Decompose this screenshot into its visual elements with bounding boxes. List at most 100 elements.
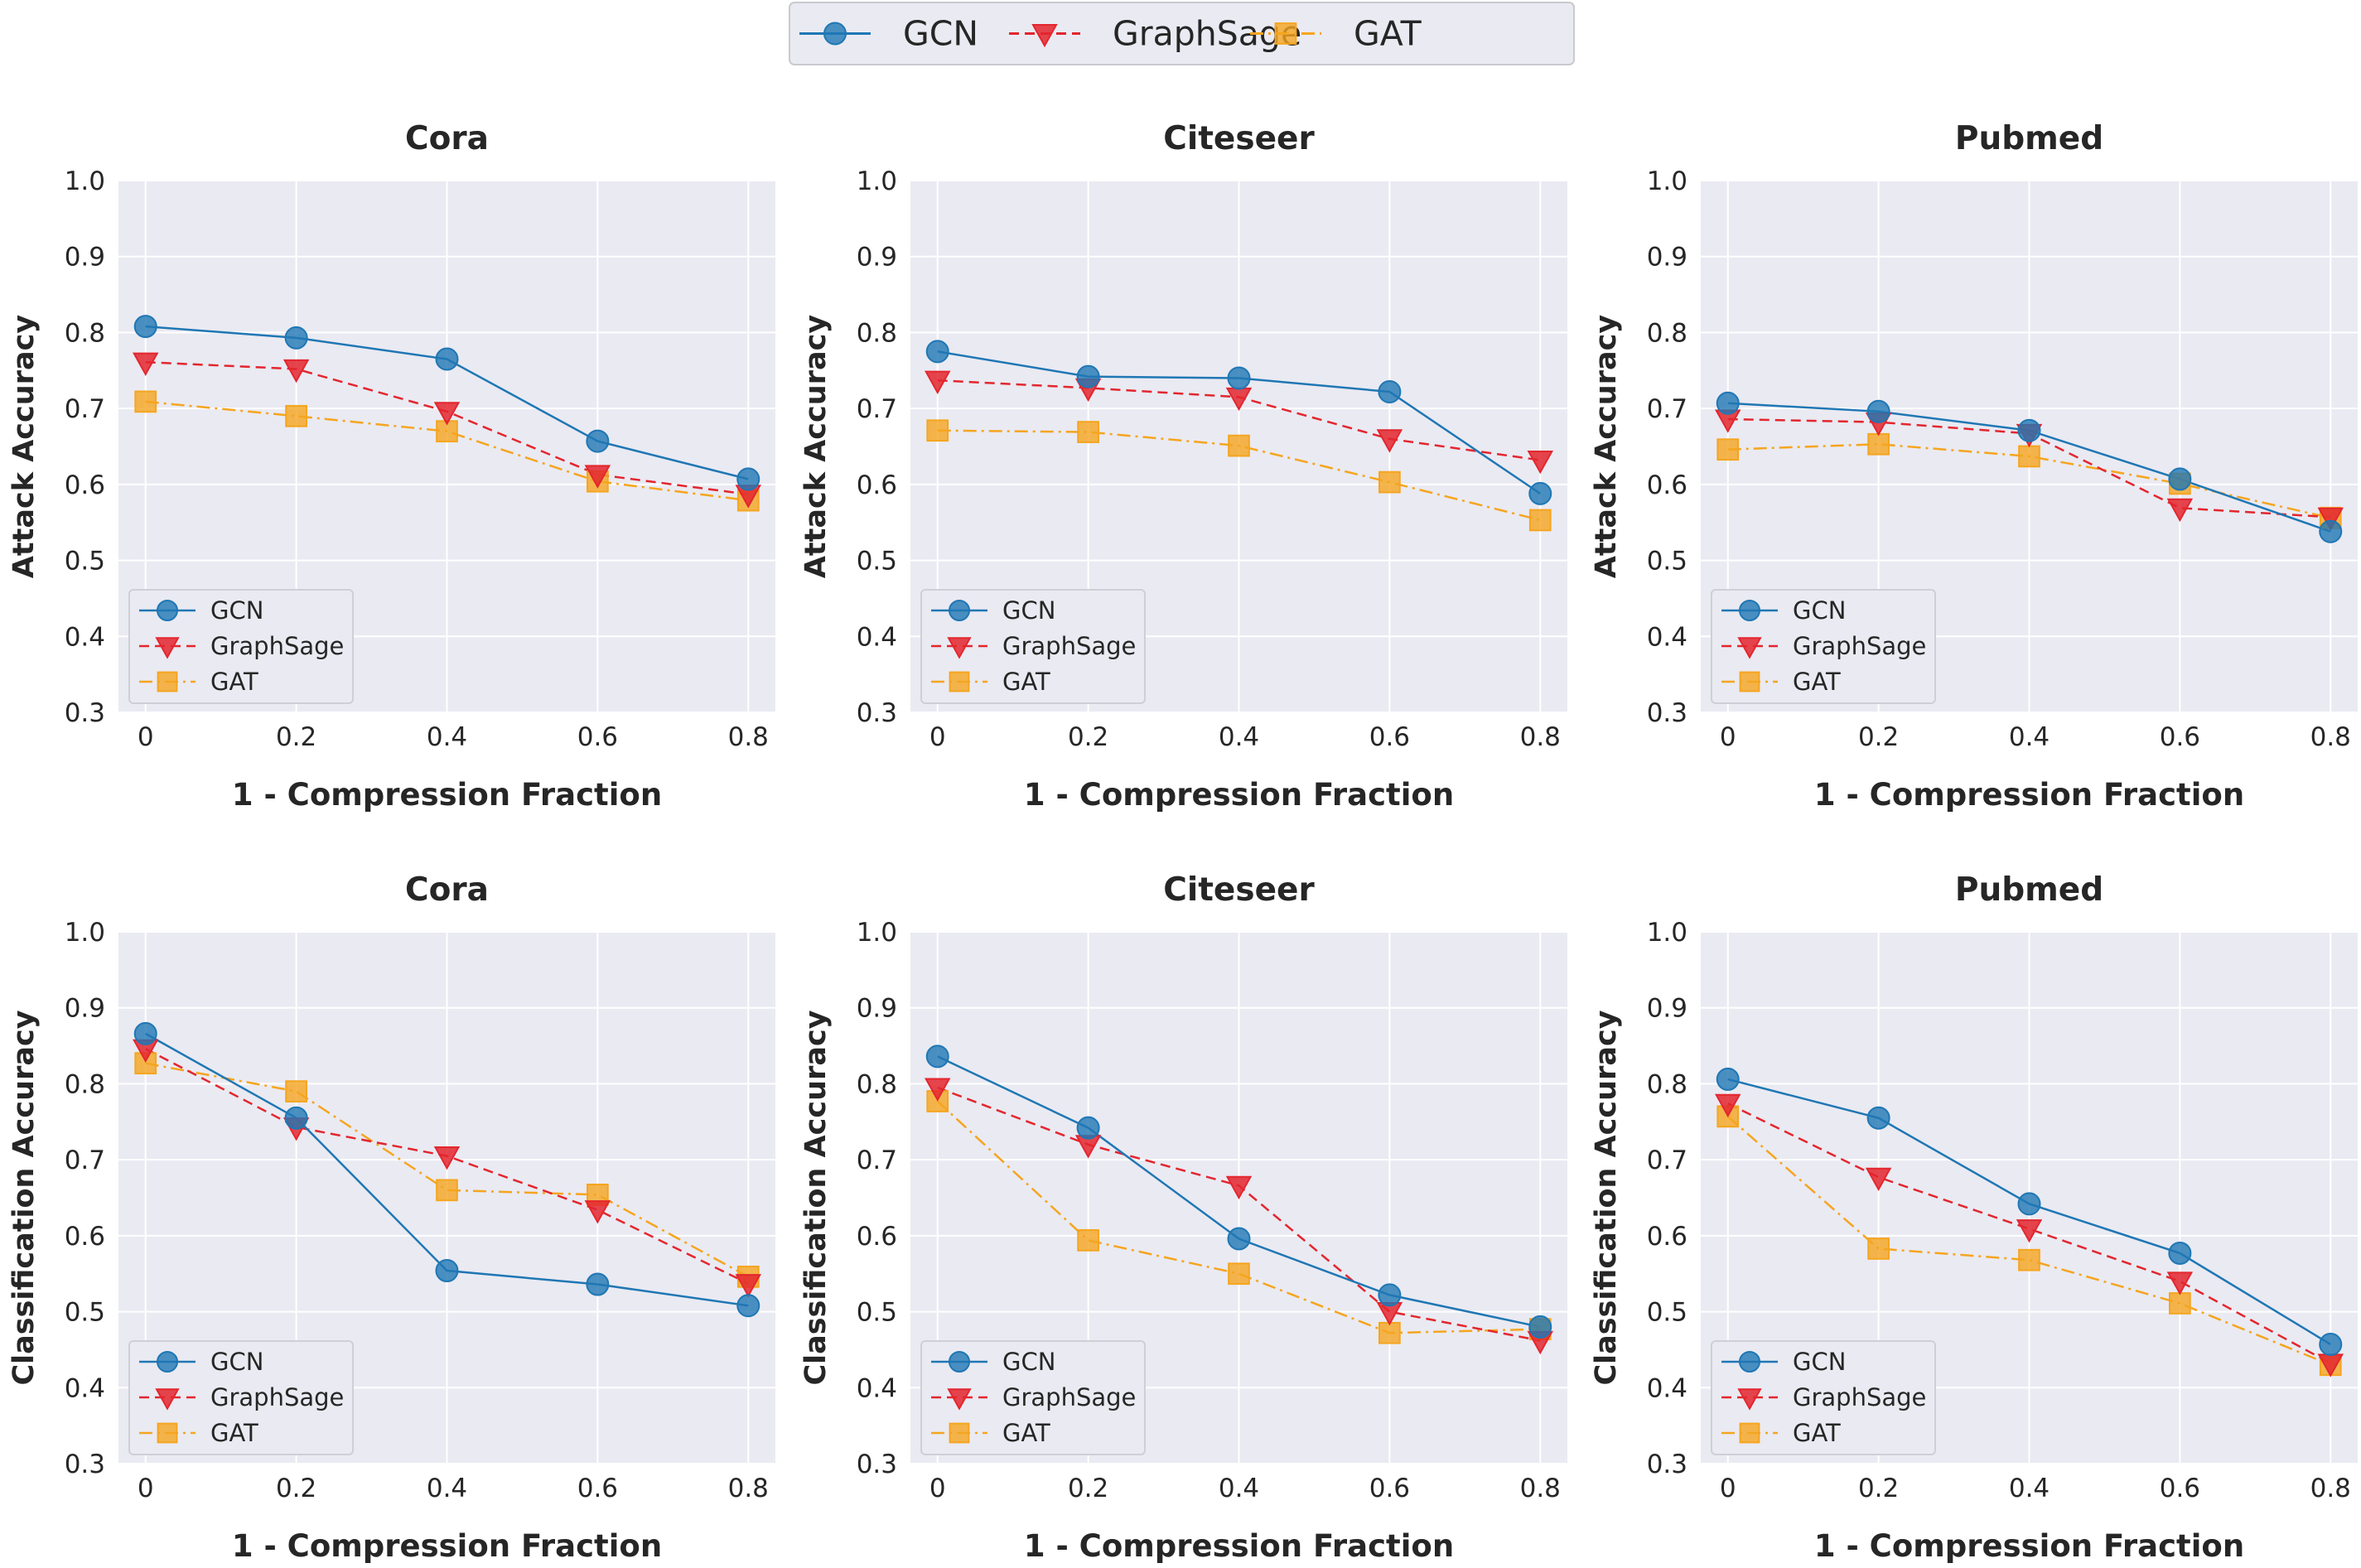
data-point-gat	[1077, 421, 1099, 443]
y-tick-label: 0.5	[1647, 1298, 1687, 1328]
y-tick-label: 1.0	[857, 166, 897, 196]
y-tick-label: 1.0	[1647, 166, 1687, 196]
data-point-gat	[1378, 1321, 1401, 1344]
subplot-legend: GCN GraphSage GAT	[1711, 1340, 1936, 1455]
subplot-legend-marker	[947, 1388, 972, 1411]
subplot-legend-label: GAT	[210, 668, 258, 696]
y-axis-label: Classification Accuracy	[7, 1010, 41, 1385]
data-point-gcn	[1716, 391, 1740, 415]
data-point-gat	[926, 419, 949, 442]
x-axis-label: 1 - Compression Fraction	[1024, 777, 1454, 813]
y-tick-label: 0.6	[857, 470, 897, 500]
figure-legend-marker-2	[1274, 22, 1297, 45]
y-tick-label: 0.3	[1647, 1450, 1687, 1479]
subplot-title: Citeseer	[1163, 120, 1315, 157]
series-line-graphsage	[1727, 1102, 2331, 1365]
x-tick-label: 0.2	[1858, 722, 1899, 752]
data-point-graphsage	[1527, 450, 1554, 475]
data-point-gcn	[1227, 1227, 1251, 1251]
x-axis-label: 1 - Compression Fraction	[1814, 777, 2244, 813]
x-tick-label: 0.4	[2009, 1474, 2050, 1503]
x-axis-label: 1 - Compression Fraction	[1814, 1528, 2244, 1564]
subplot-legend-marker	[1737, 637, 1762, 659]
y-tick-label: 0.9	[65, 243, 105, 273]
subplot-legend-frame	[128, 589, 354, 704]
y-axis-label: Attack Accuracy	[1590, 315, 1623, 579]
series-line-gat	[936, 1100, 1541, 1334]
subplot-legend-frame	[1711, 1340, 1936, 1455]
y-tick-label: 0.8	[857, 318, 897, 348]
subplot-legend-marker	[949, 1351, 970, 1373]
x-tick-label: 0.8	[2310, 722, 2351, 752]
data-point-gcn	[133, 315, 157, 339]
y-tick-label: 0.6	[857, 1222, 897, 1252]
subplot-legend: GCN GraphSage GAT	[128, 1340, 354, 1455]
y-tick-label: 1.0	[65, 166, 105, 196]
y-tick-label: 0.7	[857, 394, 897, 424]
data-point-gcn	[925, 340, 949, 364]
y-tick-label: 0.5	[1647, 547, 1687, 577]
x-tick-label: 0.8	[728, 1474, 769, 1503]
data-point-gcn	[2168, 467, 2192, 491]
data-point-gat	[1378, 470, 1401, 494]
subplot-legend-marker	[1739, 1422, 1760, 1444]
data-point-gcn	[133, 1021, 157, 1045]
data-point-gat	[285, 404, 307, 427]
y-tick-label: 1.0	[857, 918, 897, 948]
y-tick-label: 0.9	[857, 243, 897, 273]
subplot-legend-marker	[157, 671, 178, 692]
subplot-legend: GCN GraphSage GAT	[128, 589, 354, 704]
subplot-legend-marker	[157, 1422, 178, 1444]
subplot-legend: GCN GraphSage GAT	[1711, 589, 1936, 704]
data-point-gcn	[2168, 1241, 2192, 1265]
x-tick-label: 0.2	[1068, 722, 1108, 752]
x-tick-label: 0.8	[1520, 722, 1561, 752]
data-point-gcn	[1378, 1283, 1402, 1307]
y-axis-label: Attack Accuracy	[7, 315, 41, 579]
data-point-gcn	[586, 1272, 610, 1296]
data-point-gcn	[435, 1259, 459, 1283]
y-tick-label: 0.7	[1647, 394, 1687, 424]
data-point-graphsage	[433, 402, 461, 426]
data-point-gcn	[1716, 1067, 1740, 1091]
figure-legend: GCN GraphSage GAT	[789, 2, 1575, 65]
x-tick-label: 0.4	[427, 1474, 467, 1503]
figure-legend-label-2: GAT	[1354, 14, 1422, 54]
x-tick-label: 0	[929, 722, 946, 752]
subplot-legend-label: GAT	[1793, 668, 1841, 696]
y-tick-label: 0.3	[857, 1450, 897, 1479]
subplot-legend-marker	[1739, 671, 1760, 692]
subplot-legend-label: GAT	[210, 1419, 258, 1447]
x-tick-label: 0.6	[2160, 1474, 2200, 1503]
subplot-1: 0.3 0.4 0.5 0.6 0.7 0.8 0.9 1.0 0 0.2 0.4 0.6 0.8 Cit…	[799, 120, 1567, 813]
y-tick-label: 0.6	[1647, 1222, 1687, 1252]
subplot-title: Cora	[405, 120, 489, 157]
data-point-gat	[2169, 1292, 2191, 1315]
x-tick-label: 0	[1720, 1474, 1736, 1503]
data-point-gcn	[1866, 399, 1890, 423]
subplot-4: 0.3 0.4 0.5 0.6 0.7 0.8 0.9 1.0 0 0.2 0.4 0.6 0.8 Cit…	[799, 871, 1567, 1564]
data-point-graphsage	[1376, 429, 1403, 453]
y-tick-label: 0.8	[65, 318, 105, 348]
data-point-gcn	[2017, 418, 2041, 442]
subplot-legend-marker	[1737, 1388, 1762, 1411]
data-point-graphsage	[433, 1146, 461, 1170]
subplot-5: 0.3 0.4 0.5 0.6 0.7 0.8 0.9 1.0 0 0.2 0.4 0.6 0.8 Pub…	[1590, 871, 2358, 1564]
subplot-3: 0.3 0.4 0.5 0.6 0.7 0.8 0.9 1.0 0 0.2 0.4 0.6 0.8 Cor…	[7, 871, 775, 1564]
data-point-gcn	[1866, 1106, 1890, 1130]
y-tick-label: 0.4	[1647, 622, 1687, 652]
y-tick-label: 0.6	[1647, 470, 1687, 500]
subplot-legend-frame	[920, 1340, 1146, 1455]
y-tick-label: 0.5	[65, 547, 105, 577]
subplot-legend-label: GraphSage	[1793, 632, 1926, 660]
data-point-gcn	[284, 1106, 308, 1130]
subplot-legend-marker	[157, 1351, 178, 1373]
y-tick-label: 0.8	[1647, 1069, 1687, 1099]
data-point-gcn	[586, 429, 610, 453]
subplot-legend-label: GAT	[1002, 1419, 1050, 1447]
y-tick-label: 0.7	[857, 1146, 897, 1175]
data-point-graphsage	[132, 352, 159, 376]
y-tick-label: 0.5	[857, 1298, 897, 1328]
x-tick-label: 0.6	[1369, 722, 1410, 752]
